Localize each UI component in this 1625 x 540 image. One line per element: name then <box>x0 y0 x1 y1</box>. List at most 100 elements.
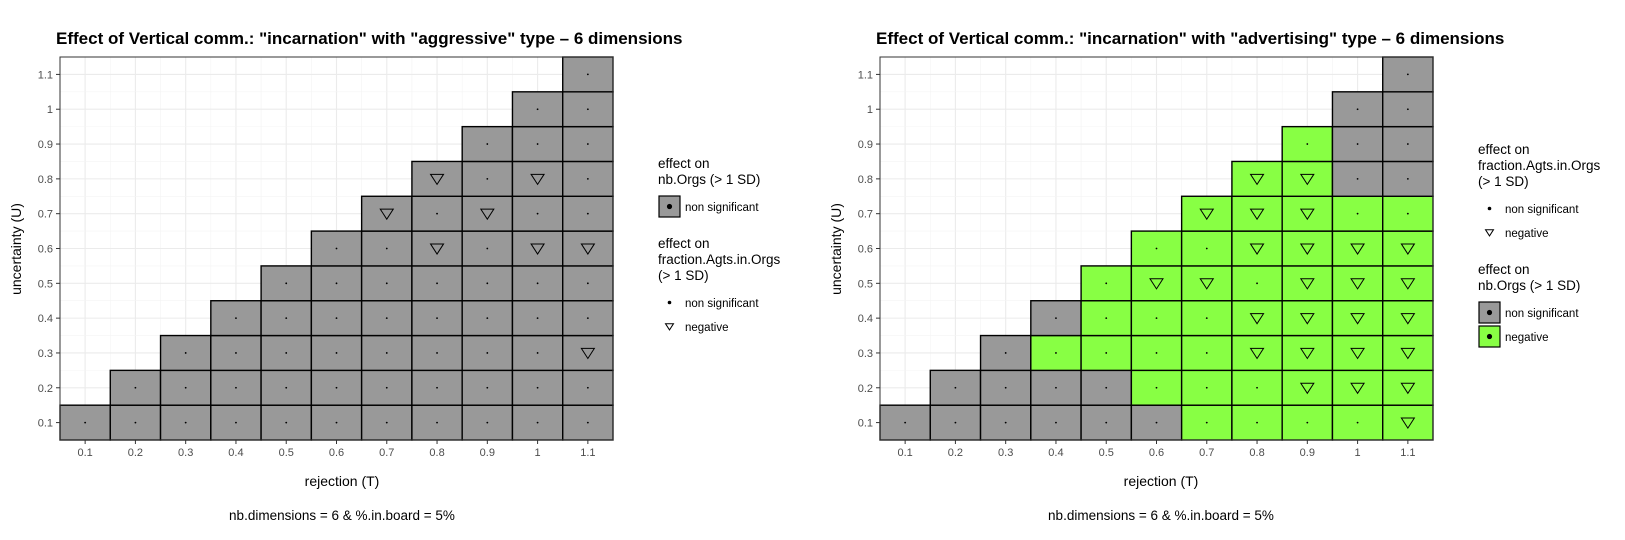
dot-marker <box>335 247 338 250</box>
dot-marker <box>536 421 539 424</box>
dot-marker <box>335 352 338 354</box>
x-axis-label: rejection (T) <box>305 473 380 489</box>
dot-marker <box>235 352 237 354</box>
legend-key-dot <box>1486 309 1493 316</box>
dot-marker <box>1205 421 1208 424</box>
dot-marker <box>586 108 589 111</box>
heatmap-cell <box>1130 265 1183 302</box>
dot-marker <box>184 352 187 354</box>
triangle-marker <box>1299 208 1315 221</box>
y-tick-label: 0.5 <box>38 278 53 290</box>
heatmap-cell <box>1180 265 1233 302</box>
dot-marker <box>436 352 438 354</box>
dot-marker <box>1105 421 1108 424</box>
dot-marker <box>184 386 187 389</box>
dot-marker <box>1356 212 1359 215</box>
heatmap-cell <box>1331 230 1384 267</box>
legend-title: nb.Orgs (> 1 SD) <box>658 172 760 187</box>
triangle-marker <box>1350 278 1366 290</box>
dot-marker <box>385 282 388 285</box>
heatmap-cell <box>1030 300 1082 337</box>
chart-title: Effect of Vertical comm.: "incarnation" … <box>56 29 682 48</box>
dot-marker <box>1155 352 1158 354</box>
y-tick-label: 0.2 <box>858 383 873 395</box>
dot-marker <box>1055 421 1057 424</box>
y-axis-label: uncertainty (U) <box>8 203 24 295</box>
dot-marker <box>1356 108 1359 111</box>
y-tick-label: 0.8 <box>38 174 53 186</box>
dot-marker <box>335 386 338 389</box>
dot-marker <box>436 317 438 320</box>
dot-marker <box>536 386 539 389</box>
x-tick-label: 0.8 <box>1249 447 1264 459</box>
dot-marker <box>486 247 489 250</box>
heatmap-cell <box>511 160 564 197</box>
triangle-marker <box>1299 173 1315 186</box>
heatmap-cell <box>1231 334 1283 372</box>
legend-title: effect on <box>658 236 710 251</box>
cells <box>59 56 614 441</box>
triangle-marker <box>1350 313 1366 325</box>
x-tick-label: 0.7 <box>379 447 394 459</box>
legend-key-dot <box>667 300 672 305</box>
dot-marker <box>1306 143 1309 145</box>
legend-key-dot <box>1486 333 1493 340</box>
heatmap-cell <box>1231 230 1283 267</box>
dot-marker <box>1105 317 1108 320</box>
dot-marker <box>586 212 589 215</box>
x-tick-label: 1 <box>1355 447 1361 459</box>
triangle-marker <box>379 208 395 221</box>
dot-marker <box>436 212 438 215</box>
legend-key-triangle <box>664 323 675 331</box>
dot-marker <box>1055 352 1057 354</box>
x-tick-label: 0.9 <box>1300 447 1315 459</box>
x-tick-label: 0.9 <box>480 447 495 459</box>
dot-marker <box>586 282 589 285</box>
triangle-marker <box>1249 173 1265 186</box>
dot-marker <box>486 177 489 180</box>
legend-label: negative <box>1505 228 1548 240</box>
dot-marker <box>954 386 957 389</box>
triangle-marker <box>580 347 596 360</box>
dot-marker <box>285 317 288 320</box>
dot-marker <box>536 108 539 111</box>
heatmap-cell <box>1231 160 1283 197</box>
y-tick-label: 0.7 <box>858 209 873 221</box>
dot-marker <box>436 282 438 285</box>
dot-marker <box>586 386 589 389</box>
chart-left: Effect of Vertical comm.: "incarnation" … <box>8 29 781 523</box>
dot-marker <box>385 386 388 389</box>
dot-marker <box>385 247 388 250</box>
heatmap-cell <box>1382 334 1434 372</box>
caption: nb.dimensions = 6 & %.in.board = 5% <box>1048 508 1274 523</box>
triangle-marker <box>429 243 445 255</box>
dot-marker <box>436 421 438 424</box>
heatmap-cell <box>1382 404 1434 441</box>
dot-marker <box>536 352 539 354</box>
y-tick-label: 0.9 <box>38 139 53 151</box>
triangle-marker <box>1299 278 1315 290</box>
heatmap-cell <box>360 195 413 232</box>
cells <box>879 56 1434 441</box>
heatmap-cell <box>1382 265 1434 302</box>
heatmap-cell <box>1281 300 1334 337</box>
triangle-marker <box>1249 243 1265 255</box>
legend-title: effect on <box>1478 142 1530 157</box>
y-tick-label: 0.6 <box>858 244 873 256</box>
x-tick-label: 0.8 <box>429 447 444 459</box>
dot-marker <box>285 386 288 389</box>
heatmap-cell <box>1281 195 1334 232</box>
heatmap-cell <box>511 300 564 337</box>
x-tick-label: 0.4 <box>228 447 243 459</box>
heatmap-cell <box>1080 265 1133 302</box>
dot-marker <box>1205 317 1208 320</box>
x-axis-label: rejection (T) <box>1124 473 1199 489</box>
heatmap-cell <box>1281 230 1334 267</box>
triangle-marker <box>1400 278 1416 290</box>
triangle-marker <box>429 173 445 186</box>
heatmap-cell <box>1331 334 1384 372</box>
